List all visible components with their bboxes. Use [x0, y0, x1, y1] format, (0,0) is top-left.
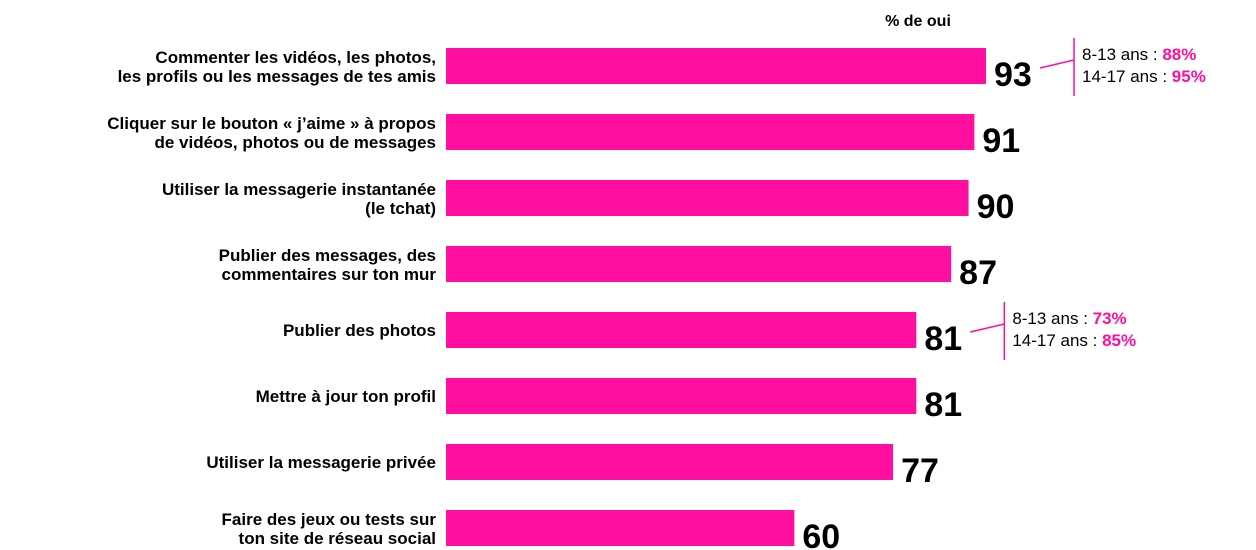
annotation-age-value: 85% — [1102, 331, 1136, 350]
value-label-2: 91 — [982, 122, 1020, 160]
bar-5 — [446, 312, 917, 348]
bar-3 — [446, 180, 969, 216]
annotation-1-line-2: 14-17 ans : 95% — [1082, 67, 1206, 86]
annotation-2-line-2: 14-17 ans : 85% — [1012, 331, 1136, 350]
category-label-7-line-1: Utiliser la messagerie privée — [206, 453, 436, 472]
annotation-age-value: 88% — [1162, 45, 1196, 64]
bar-6 — [446, 378, 917, 414]
annotation-age-label: 8-13 ans : — [1012, 309, 1092, 328]
annotation-2-line-1: 8-13 ans : 73% — [1012, 309, 1126, 328]
bar-1 — [446, 48, 986, 84]
category-label-4-line-1: Publier des messages, des — [219, 246, 436, 265]
category-label-4-line-2: commentaires sur ton mur — [222, 265, 437, 284]
value-label-8: 60 — [802, 518, 840, 550]
category-label-8-line-1: Faire des jeux ou tests sur — [222, 510, 437, 529]
value-label-1: 93 — [994, 56, 1032, 94]
category-label-6-line-1: Mettre à jour ton profil — [256, 387, 436, 406]
annotation-connector-1 — [1039, 59, 1075, 69]
category-label-1-line-1: Commenter les vidéos, les photos, — [155, 48, 436, 67]
annotation-age-value: 73% — [1093, 309, 1127, 328]
bar-7 — [446, 444, 894, 480]
value-label-4: 87 — [959, 254, 997, 292]
value-label-6: 81 — [924, 386, 962, 424]
bar-4 — [446, 246, 952, 282]
category-label-1-line-2: les profils ou les messages de tes amis — [118, 67, 436, 86]
annotation-age-value: 95% — [1172, 67, 1206, 86]
bar-8 — [446, 510, 795, 546]
value-label-7: 77 — [901, 452, 939, 490]
annotation-connector-2 — [970, 323, 1005, 333]
value-label-3: 90 — [977, 188, 1015, 226]
value-header: % de oui — [885, 13, 951, 30]
annotation-1-line-1: 8-13 ans : 88% — [1082, 45, 1196, 64]
annotation-age-label: 14-17 ans : — [1082, 67, 1172, 86]
bar-2 — [446, 114, 975, 150]
value-label-5: 81 — [924, 320, 962, 358]
category-label-2-line-1: Cliquer sur le bouton « j’aime » à propo… — [107, 114, 436, 133]
category-label-5-line-1: Publier des photos — [283, 321, 436, 340]
annotation-age-label: 8-13 ans : — [1082, 45, 1162, 64]
category-label-3-line-2: (le tchat) — [365, 199, 436, 218]
annotation-age-label: 14-17 ans : — [1012, 331, 1102, 350]
category-label-8-line-2: ton site de réseau social — [239, 529, 436, 548]
category-label-3-line-1: Utiliser la messagerie instantanée — [162, 180, 436, 199]
category-label-2-line-2: de vidéos, photos ou de messages — [154, 133, 436, 152]
